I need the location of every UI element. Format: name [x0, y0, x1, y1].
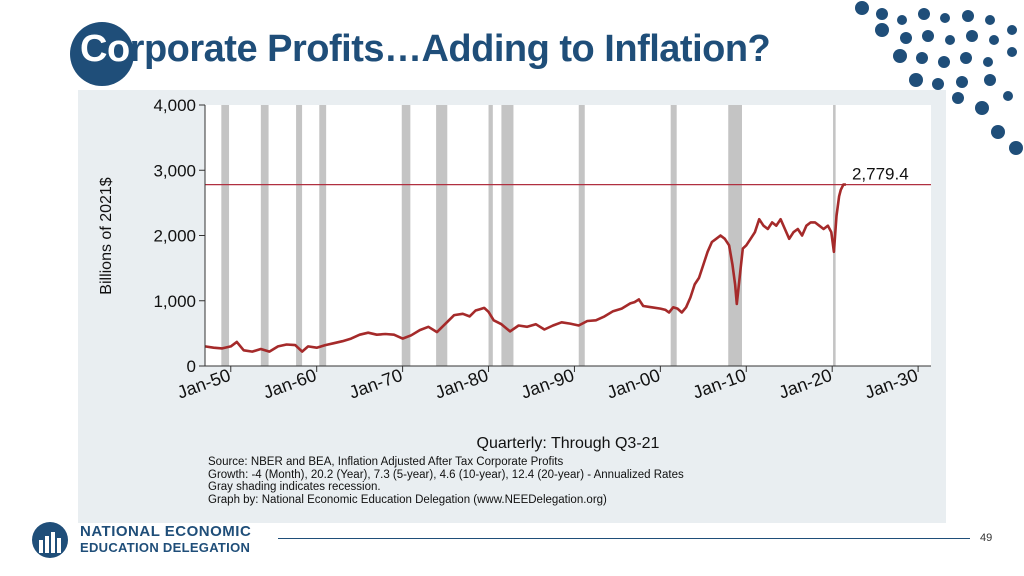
org-name-line-2: EDUCATION DELEGATION	[80, 540, 251, 555]
decorative-dot	[940, 13, 950, 23]
chart-panel: 0 1,000 2,000 3,000 4,000 Jan-50 Jan-60 Jan-70…	[78, 90, 946, 523]
decorative-dot	[876, 8, 888, 20]
decorative-dot	[893, 49, 907, 63]
decorative-dot	[897, 15, 907, 25]
x-tick-label: Jan-00	[604, 365, 663, 403]
reference-value-label: 2,779.4	[852, 165, 909, 184]
decorative-dot	[975, 101, 989, 115]
org-name-line-1: NATIONAL ECONOMIC	[80, 523, 252, 540]
y-axis-ticks: 0 1,000 2,000 3,000 4,000	[153, 96, 205, 376]
decorative-dot	[875, 23, 889, 37]
recession-band	[319, 105, 327, 366]
y-tick-label: 2,000	[153, 227, 196, 246]
x-tick-label: Jan-10	[690, 365, 749, 403]
title-part-2: rporate Profits…Adding to Inflation?	[129, 28, 771, 70]
decorative-dot	[1003, 91, 1013, 101]
recession-bands	[221, 105, 836, 366]
recession-band	[670, 105, 677, 366]
x-tick-label: Jan-80	[432, 365, 491, 403]
series-line-corporate-profits	[204, 183, 846, 353]
decorative-dot	[966, 30, 978, 42]
decorative-dot	[983, 57, 993, 67]
decorative-dot	[960, 52, 972, 64]
decorative-dot	[1009, 141, 1023, 155]
recession-band	[728, 105, 742, 366]
decorative-dot	[962, 10, 974, 22]
page-number: 49	[980, 532, 993, 544]
decorative-dot	[991, 125, 1005, 139]
decorative-dot	[989, 35, 999, 45]
caption-source: Source: NBER and BEA, Inflation Adjusted…	[208, 456, 564, 468]
x-tick-label: Jan-60	[260, 365, 319, 403]
decorative-dots	[855, 1, 1023, 155]
decorative-dot	[1007, 25, 1017, 35]
x-axis-ticks: Jan-50 Jan-60 Jan-70 Jan-80 Jan-90 Jan-00 Jan-…	[175, 365, 921, 403]
decorative-dot	[952, 92, 964, 104]
x-tick-label: Jan-70	[346, 365, 405, 403]
footer-divider	[278, 538, 970, 539]
caption-graph-by: Graph by: National Economic Education De…	[208, 493, 607, 506]
x-tick-label: Jan-90	[518, 365, 577, 403]
profits-chart: 0 1,000 2,000 3,000 4,000 Jan-50 Jan-60 Jan-70…	[98, 96, 931, 452]
recession-band	[488, 105, 493, 366]
decorative-dot	[922, 30, 934, 42]
recession-band	[436, 105, 448, 366]
need-logo-icon	[32, 522, 68, 558]
decorative-dot	[984, 74, 996, 86]
decorative-dot	[938, 56, 950, 68]
recession-band	[296, 105, 303, 366]
recession-band	[578, 105, 585, 366]
y-tick-label: 3,000	[153, 161, 196, 180]
decorative-dot	[900, 32, 912, 44]
decorative-dot	[932, 78, 944, 90]
y-tick-label: 1,000	[153, 292, 196, 311]
chart-caption: Source: NBER and BEA, Inflation Adjusted…	[208, 456, 684, 506]
y-tick-label: 4,000	[153, 96, 196, 115]
x-axis-title: Quarterly: Through Q3-21	[477, 435, 660, 452]
decorative-dot	[1007, 47, 1017, 57]
recession-band	[260, 105, 269, 366]
x-tick-label: Jan-50	[175, 365, 234, 403]
decorative-dot	[855, 1, 869, 15]
plot-background	[205, 105, 931, 366]
y-tick-label: 0	[187, 357, 196, 376]
y-axis-title: Billions of 2021$	[98, 177, 115, 295]
recession-band	[221, 105, 230, 366]
title-part-1: Co	[80, 28, 130, 70]
recession-band	[501, 105, 514, 366]
page-title: Corporate Profits…Adding to Inflation?	[80, 28, 771, 71]
decorative-dot	[945, 35, 955, 45]
caption-growth: Growth: -4 (Month), 20.2 (Year), 7.3 (5-…	[208, 468, 684, 481]
decorative-dot	[956, 76, 968, 88]
x-tick-label: Jan-20	[776, 365, 835, 403]
decorative-dot	[985, 15, 995, 25]
decorative-dot	[916, 52, 928, 64]
caption-shading: Gray shading indicates recession.	[208, 481, 381, 493]
x-tick-label: Jan-30	[862, 365, 921, 403]
decorative-dot	[918, 8, 930, 20]
recession-band	[401, 105, 411, 366]
title-circle	[70, 22, 134, 86]
decorative-dot	[909, 73, 923, 87]
